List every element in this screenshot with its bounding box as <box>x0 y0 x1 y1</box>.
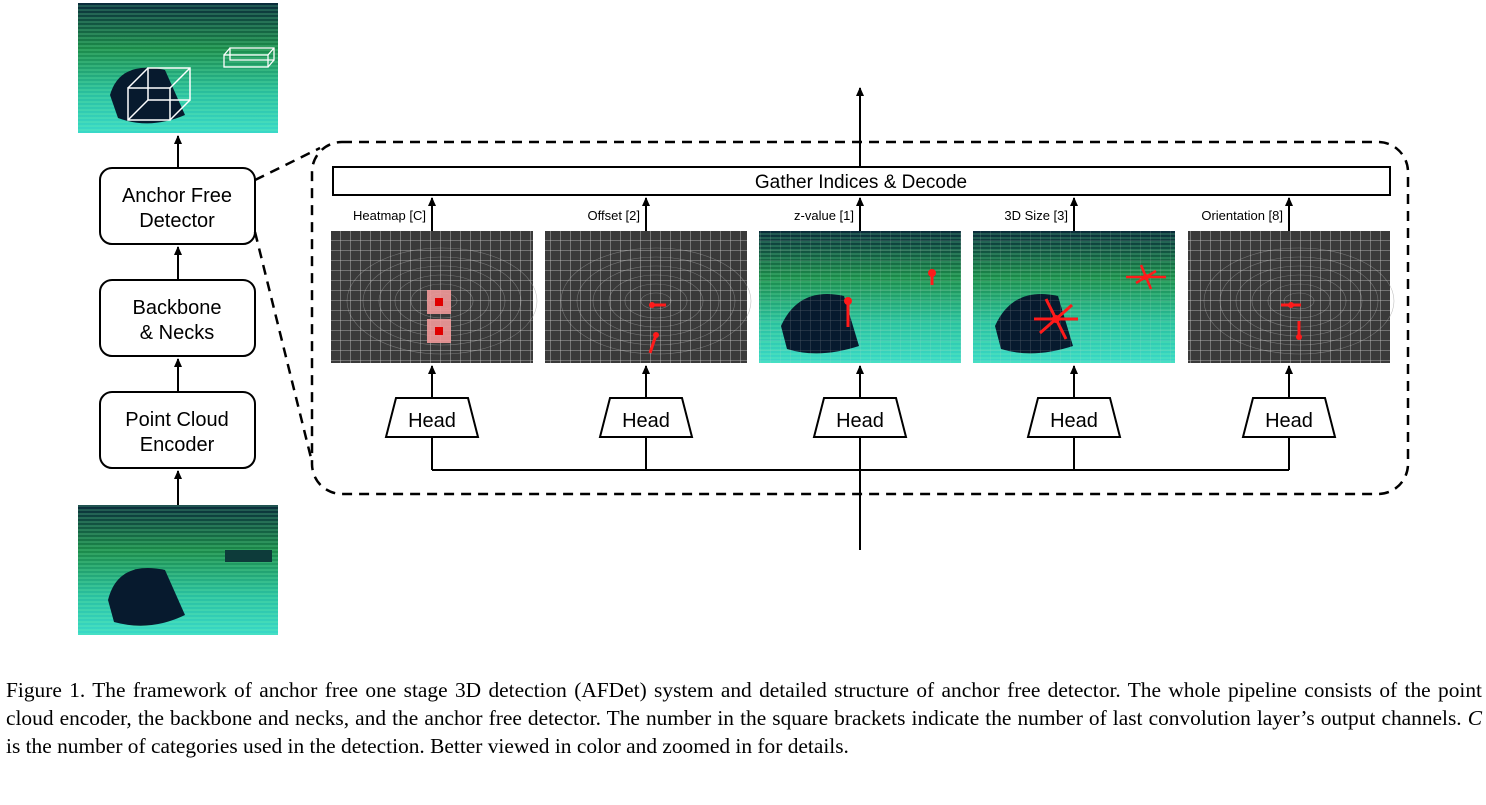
branch-orientation: Orientation [8] Head <box>1188 197 1395 470</box>
head-offset: Head <box>598 397 694 438</box>
markers-zvalue <box>844 269 936 327</box>
afdet-diagram: Anchor Free Detector Backbone & Necks Po… <box>78 3 1410 635</box>
bounding-box-3d-small <box>223 47 275 68</box>
output-map-heatmap <box>331 231 538 363</box>
markers-offset <box>648 302 666 354</box>
branch-heatmap: Heatmap [C] Head <box>331 197 538 470</box>
point-cloud-encoder-box: Point Cloud Encoder <box>99 391 256 469</box>
bounding-box-3d-large <box>127 67 191 121</box>
head-heatmap: Head <box>384 397 480 438</box>
anchor-free-detector-box: Anchor Free Detector <box>99 167 256 245</box>
head-label: Head <box>1050 410 1098 432</box>
markers-heatmap <box>427 290 451 343</box>
encoder-label-line1: Point Cloud <box>125 409 228 431</box>
detector-label-line1: Anchor Free <box>122 185 232 207</box>
branch-zvalue: z-value [1] Head <box>759 197 961 470</box>
head-zvalue: Head <box>812 397 908 438</box>
heatmap-center-1 <box>435 327 443 335</box>
head-label: Head <box>622 410 670 432</box>
branch-offset: Offset [2] Head <box>545 197 752 470</box>
encoder-label-line2: Encoder <box>140 434 215 456</box>
output-label-zvalue: z-value [1] <box>794 208 854 223</box>
output-map-offset <box>545 231 752 363</box>
head-orientation: Head <box>1241 397 1337 438</box>
output-label-size: 3D Size [3] <box>1004 208 1068 223</box>
backbone-necks-box: Backbone & Necks <box>99 279 256 357</box>
heatmap-center-0 <box>435 298 443 306</box>
caption-math-c: C <box>1467 706 1482 730</box>
input-lidar-image <box>78 505 278 635</box>
caption-text-part2: is the number of categories used in the … <box>6 734 849 758</box>
zoom-connector-bottom <box>253 231 314 463</box>
head-label: Head <box>836 410 884 432</box>
detector-label-line2: Detector <box>139 210 215 232</box>
head-label: Head <box>1265 410 1313 432</box>
head-size: Head <box>1026 397 1122 438</box>
output-label-offset: Offset [2] <box>587 208 640 223</box>
head-label: Head <box>408 410 456 432</box>
backbone-label-line1: Backbone <box>133 297 222 319</box>
output-label-heatmap: Heatmap [C] <box>353 208 426 223</box>
figure-caption: Figure 1. The framework of anchor free o… <box>6 676 1482 760</box>
caption-text-part1: Figure 1. The framework of anchor free o… <box>6 678 1482 730</box>
branch-size: 3D Size [3] Head <box>973 197 1175 470</box>
markers-size <box>1034 264 1166 340</box>
gather-decode-label: Gather Indices & Decode <box>755 172 967 193</box>
output-map-orientation <box>1188 231 1395 363</box>
backbone-label-line2: & Necks <box>140 322 214 344</box>
gather-decode-box: Gather Indices & Decode <box>332 166 1391 196</box>
output-label-orientation: Orientation [8] <box>1201 208 1283 223</box>
markers-orientation <box>1281 302 1302 340</box>
output-map-zvalue <box>759 231 961 363</box>
output-map-size <box>973 231 1175 363</box>
output-lidar-image <box>78 3 278 133</box>
zoom-connector-top <box>254 146 321 182</box>
